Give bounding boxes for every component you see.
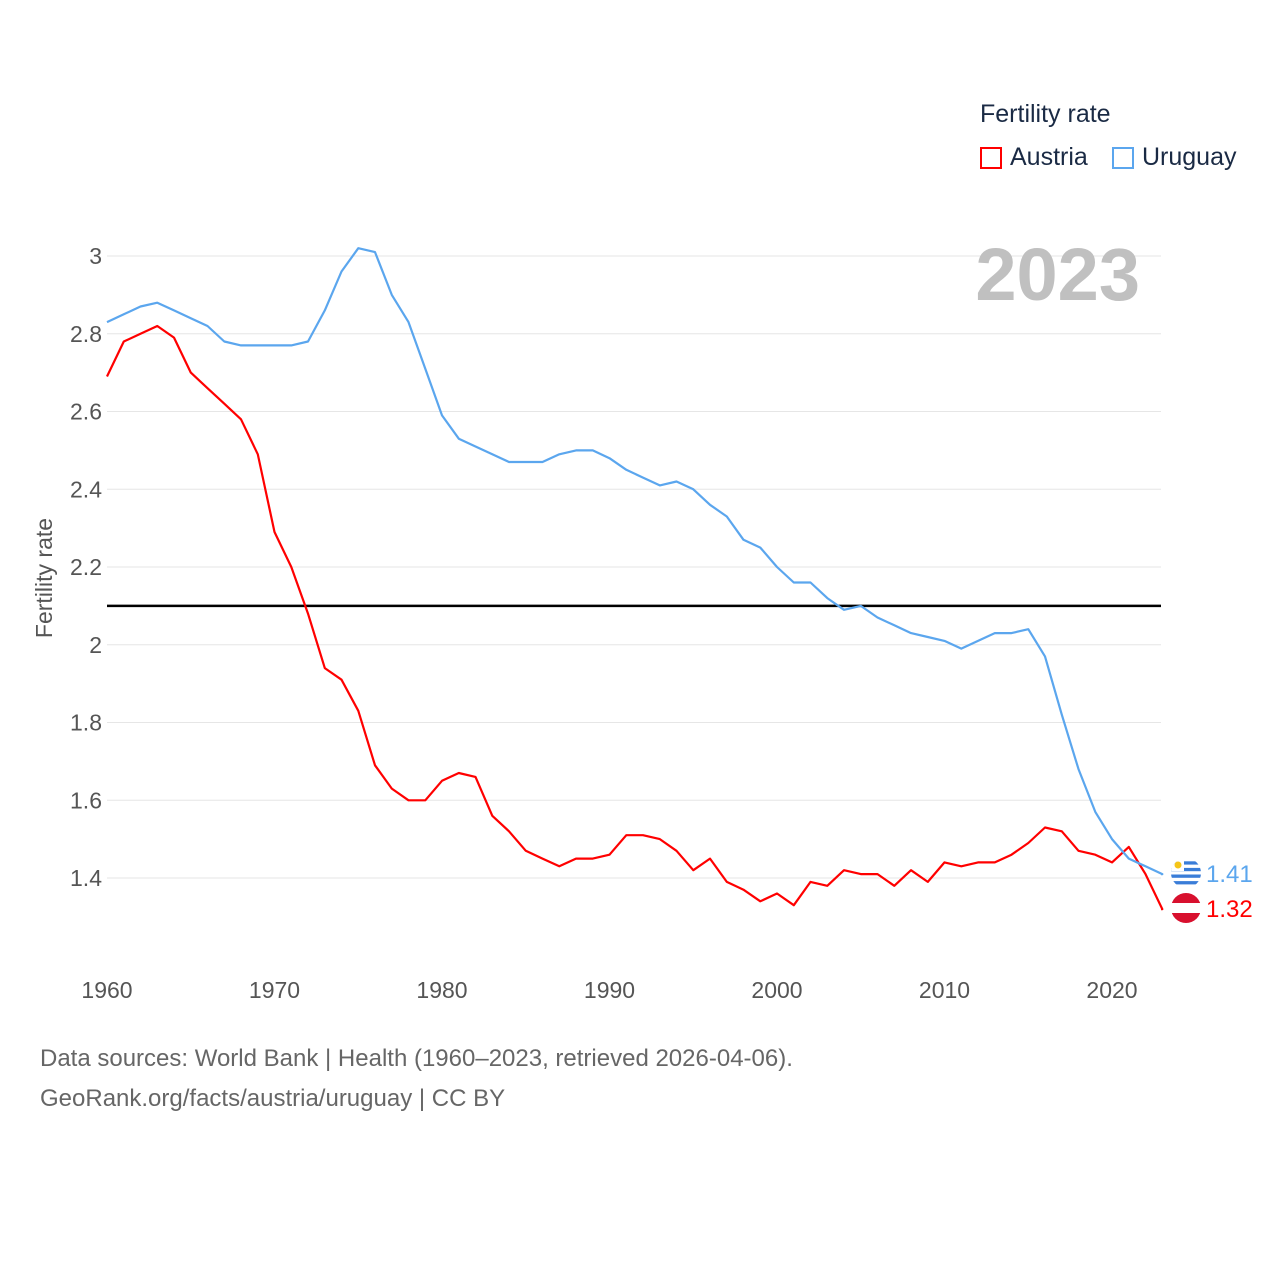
y-tick-label: 2.6 (70, 399, 102, 425)
y-tick-label: 2.8 (70, 321, 102, 347)
x-tick-label: 2020 (1086, 977, 1137, 1003)
x-tick-label: 1960 (81, 977, 132, 1003)
end-label-austria: 1.32 (1206, 896, 1253, 923)
y-tick-label: 1.8 (70, 710, 102, 736)
legend-title: Fertility rate (980, 100, 1111, 128)
x-tick-label: 1990 (584, 977, 635, 1003)
legend-label-austria: Austria (1010, 143, 1088, 171)
year-display: 2023 (975, 233, 1140, 316)
series-line-uruguay (106, 247, 1164, 876)
y-tick-label: 1.4 (70, 865, 102, 891)
y-tick-label: 2 (89, 632, 102, 658)
end-label-uruguay: 1.41 (1206, 861, 1253, 888)
data-source-text: Data sources: World Bank | Health (1960–… (40, 1045, 793, 1072)
series-line-austria (106, 324, 1164, 911)
legend-item-uruguay[interactable]: Uruguay (1112, 143, 1237, 172)
x-tick-label: 1980 (416, 977, 467, 1003)
y-tick-label: 3 (89, 243, 102, 269)
legend-swatch-uruguay (1112, 146, 1134, 169)
uruguay-flag-icon (1171, 858, 1201, 888)
attribution-link[interactable]: GeoRank.org/facts/austria/uruguay | CC B… (40, 1085, 506, 1112)
y-axis-label: Fertility rate (31, 518, 57, 638)
y-tick-label: 1.6 (70, 787, 102, 813)
legend-item-austria[interactable]: Austria (980, 143, 1088, 172)
x-tick-label: 2000 (751, 977, 802, 1003)
x-tick-label: 1970 (249, 977, 300, 1003)
austria-flag-icon (1171, 893, 1201, 923)
legend-swatch-austria (980, 146, 1002, 169)
y-tick-label: 2.4 (70, 476, 102, 502)
legend-label-uruguay: Uruguay (1142, 143, 1237, 171)
x-tick-label: 2010 (919, 977, 970, 1003)
y-tick-label: 2.2 (70, 554, 102, 580)
